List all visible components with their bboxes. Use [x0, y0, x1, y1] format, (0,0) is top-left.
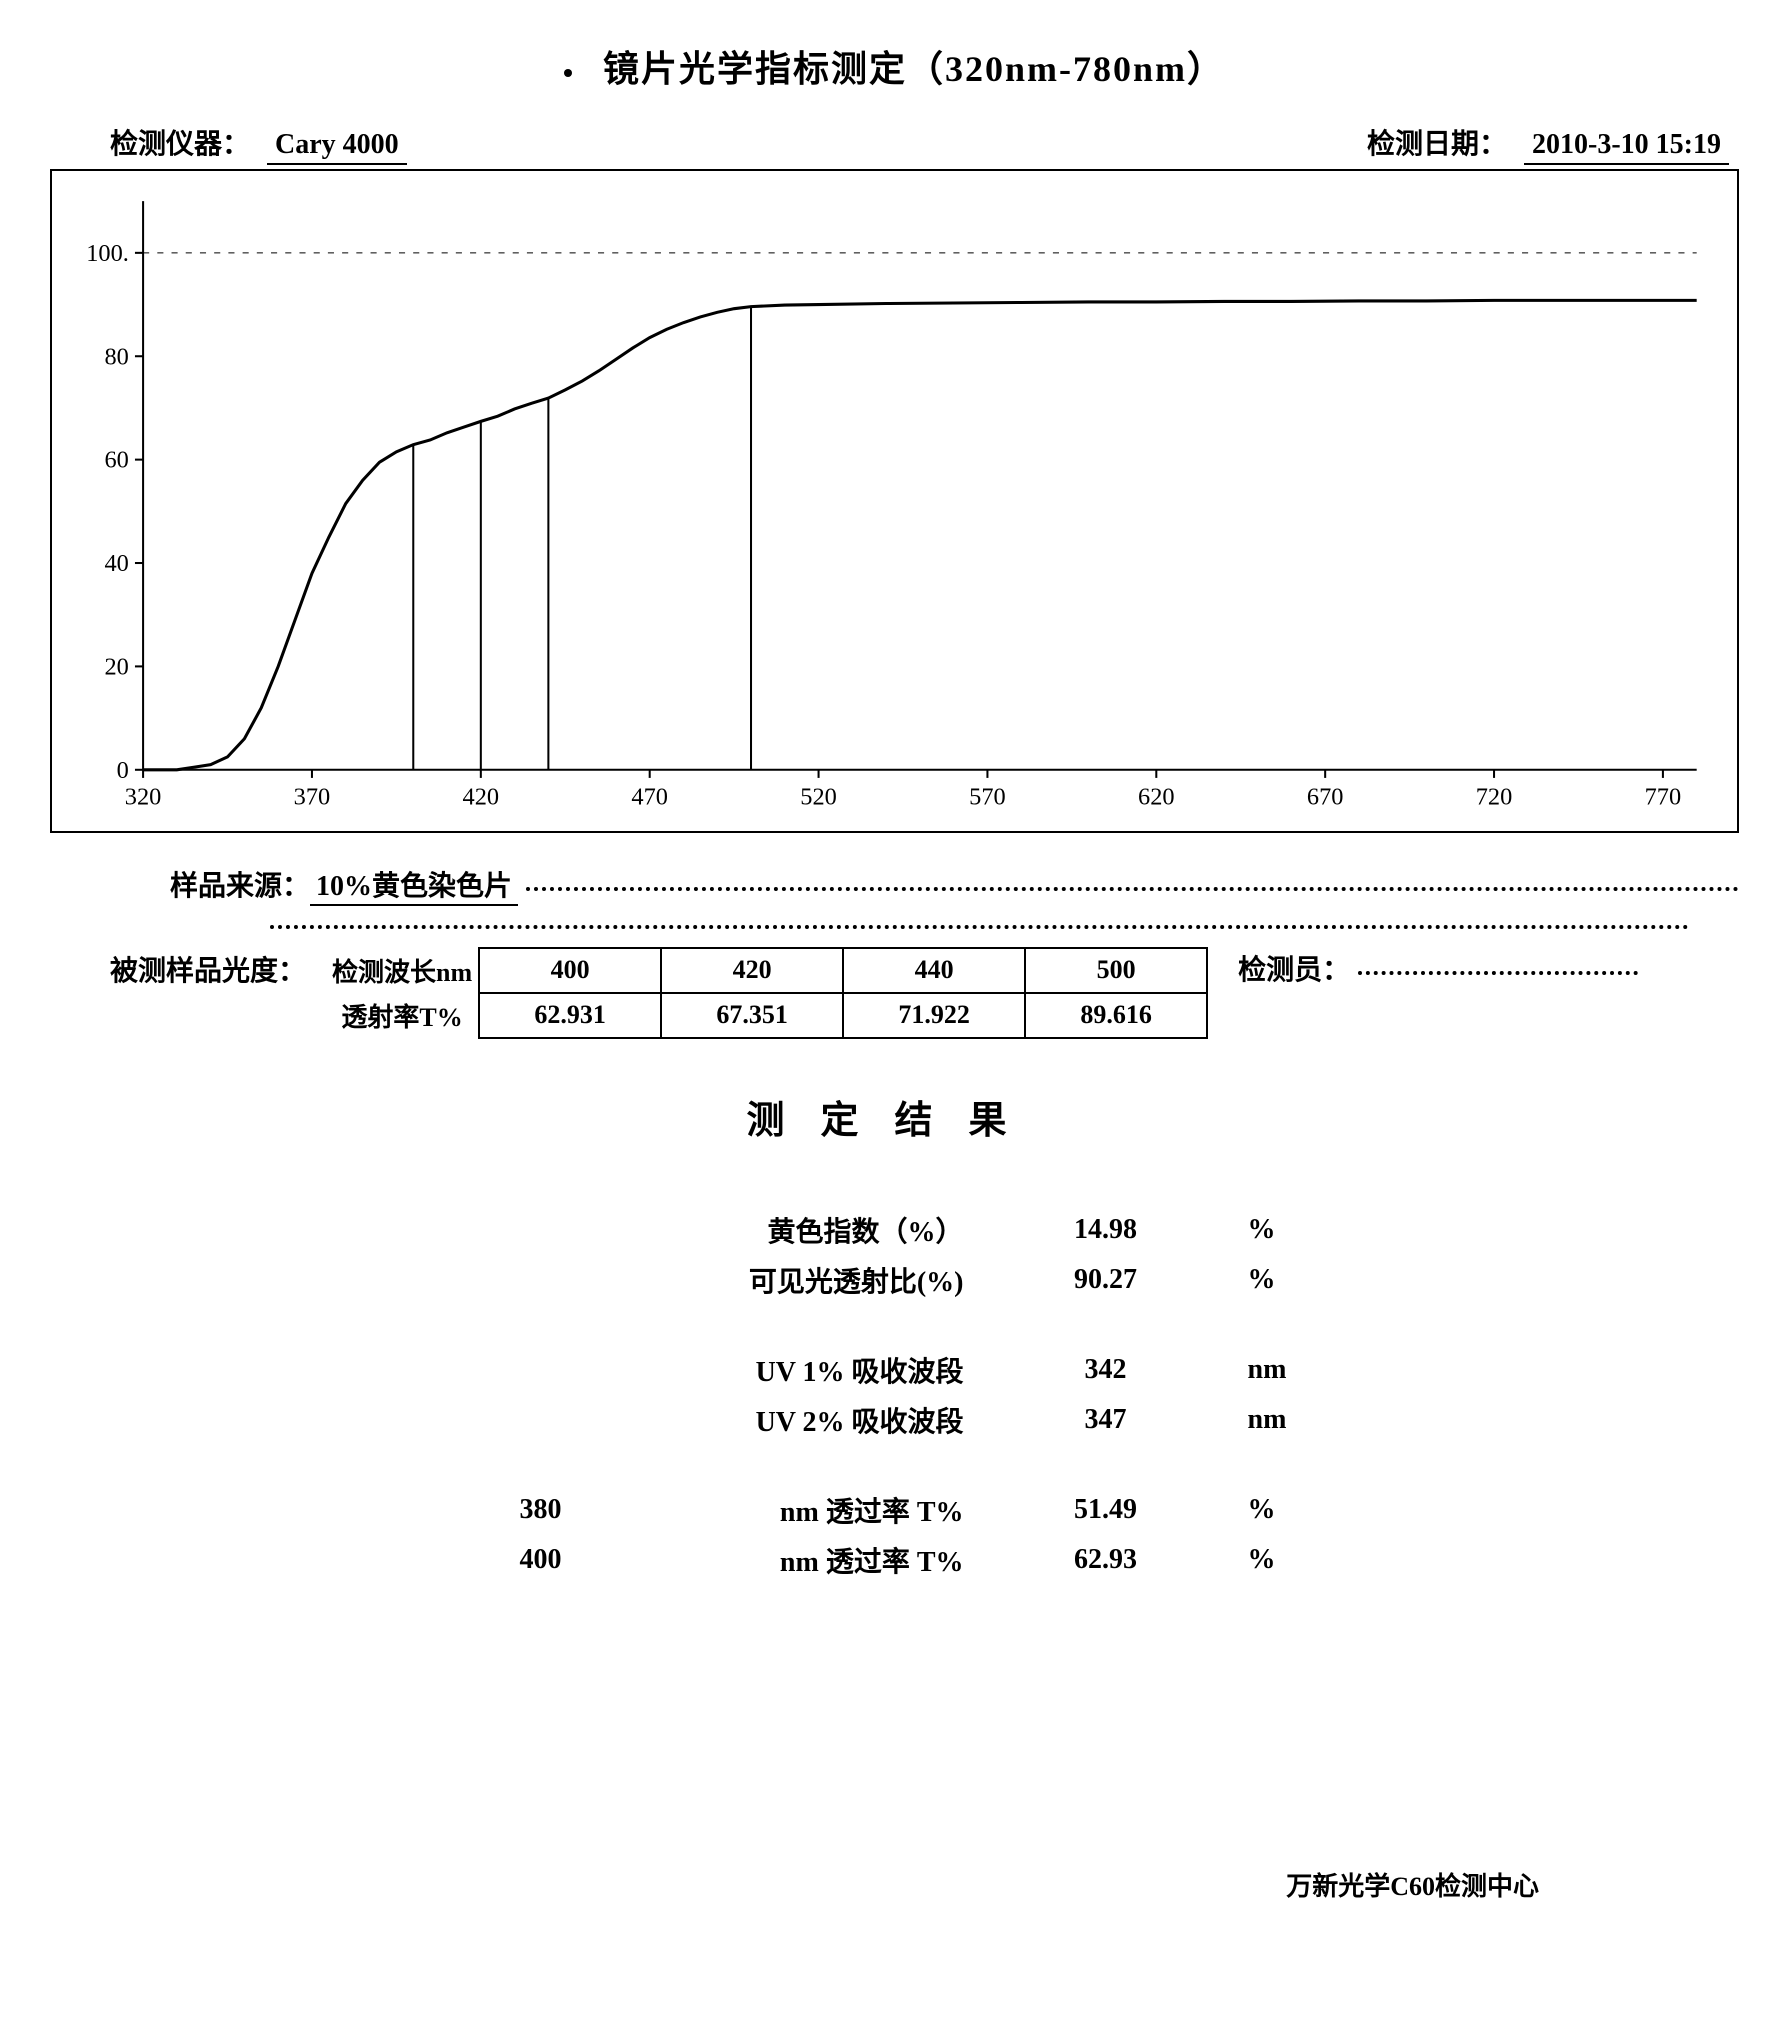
- instrument-block: 检测仪器： Cary 4000: [110, 122, 407, 165]
- svg-text:320: 320: [125, 783, 162, 810]
- instrument-value: Cary 4000: [267, 129, 407, 165]
- results-table: 黄色指数（%）14.98%可见光透射比(%)90.27%UV 1% 吸收波段34…: [430, 1204, 1360, 1586]
- svg-text:100.: 100.: [86, 240, 129, 267]
- sample-source-value: 10%黄色染色片: [310, 864, 518, 906]
- result-row: 380nm 透过率 T%51.49%: [432, 1486, 1358, 1534]
- page-title: 镜片光学指标测定（320nm-780nm）: [50, 40, 1739, 92]
- row-header: 透射率T%: [302, 993, 479, 1038]
- sample-source-label: 样品来源：: [170, 864, 310, 904]
- sample-source-row: 样品来源： 10%黄色染色片: [50, 863, 1739, 906]
- table-cell: 67.351: [661, 993, 843, 1038]
- meta-row: 检测仪器： Cary 4000 检测日期： 2010-3-10 15:19: [50, 122, 1739, 169]
- result-prefix: [432, 1396, 592, 1444]
- result-prefix: [432, 1256, 592, 1304]
- result-row: 黄色指数（%）14.98%: [432, 1206, 1358, 1254]
- instrument-label: 检测仪器：: [110, 129, 250, 160]
- svg-text:80: 80: [105, 343, 129, 370]
- result-row: UV 1% 吸收波段342nm: [432, 1346, 1358, 1394]
- result-label: nm 透过率 T%: [594, 1486, 994, 1534]
- dotted-line: [270, 924, 1689, 929]
- result-value: 62.93: [996, 1536, 1216, 1584]
- result-value: 347: [996, 1396, 1216, 1444]
- result-unit: nm: [1218, 1346, 1358, 1394]
- result-value: 342: [996, 1346, 1216, 1394]
- svg-text:60: 60: [105, 447, 129, 474]
- transmittance-table: 检测波长nm 400 420 440 500 透射率T% 62.931 67.3…: [302, 947, 1208, 1039]
- result-value: 51.49: [996, 1486, 1216, 1534]
- result-label: UV 2% 吸收波段: [594, 1396, 994, 1444]
- result-label: 可见光透射比(%): [594, 1256, 994, 1304]
- result-unit: %: [1218, 1486, 1358, 1534]
- svg-text:470: 470: [631, 783, 668, 810]
- chart-container: 0 20 40 60 80 100. 320 370 420 470 520 570 620 670 720…: [50, 169, 1739, 833]
- table-cell: 400: [479, 948, 661, 993]
- result-unit: %: [1218, 1256, 1358, 1304]
- result-label: UV 1% 吸收波段: [594, 1346, 994, 1394]
- svg-text:570: 570: [969, 783, 1006, 810]
- svg-text:720: 720: [1476, 783, 1513, 810]
- result-unit: nm: [1218, 1396, 1358, 1444]
- result-row: UV 2% 吸收波段347nm: [432, 1396, 1358, 1444]
- table-cell: 500: [1025, 948, 1207, 993]
- dotted-line: [1358, 943, 1638, 975]
- svg-text:370: 370: [294, 783, 331, 810]
- table-cell: 440: [843, 948, 1025, 993]
- date-block: 检测日期： 2010-3-10 15:19: [1367, 122, 1729, 165]
- result-value: 90.27: [996, 1256, 1216, 1304]
- result-label: 黄色指数（%）: [594, 1206, 994, 1254]
- svg-text:420: 420: [463, 783, 500, 810]
- transmittance-chart: 0 20 40 60 80 100. 320 370 420 470 520 570 620 670 720…: [72, 191, 1717, 821]
- svg-text:0: 0: [117, 757, 129, 784]
- result-prefix: [432, 1346, 592, 1394]
- footer-text: 万新光学C60检测中心: [50, 1866, 1739, 1903]
- table-cell: 89.616: [1025, 993, 1207, 1038]
- table-cell: 62.931: [479, 993, 661, 1038]
- result-label: nm 透过率 T%: [594, 1536, 994, 1584]
- table-row: 检测波长nm 400 420 440 500: [302, 948, 1207, 993]
- svg-text:670: 670: [1307, 783, 1344, 810]
- svg-text:20: 20: [105, 654, 129, 681]
- sample-degree-label: 被测样品光度：: [110, 947, 306, 989]
- inspector-block: 检测员：: [1238, 947, 1638, 988]
- result-value: 14.98: [996, 1206, 1216, 1254]
- row-header: 检测波长nm: [302, 948, 479, 993]
- result-prefix: 380: [432, 1486, 592, 1534]
- result-unit: %: [1218, 1206, 1358, 1254]
- date-label: 检测日期：: [1367, 129, 1507, 160]
- bullet-icon: [564, 69, 572, 77]
- dotted-line: [526, 859, 1739, 891]
- inspector-label: 检测员：: [1238, 948, 1350, 988]
- sample-degree-row: 被测样品光度： 检测波长nm 400 420 440 500 透射率T% 62.…: [50, 947, 1739, 1039]
- date-value: 2010-3-10 15:19: [1524, 129, 1729, 165]
- results-title: 测定结果: [50, 1089, 1739, 1144]
- result-row: 可见光透射比(%)90.27%: [432, 1256, 1358, 1304]
- title-text: 镜片光学指标测定（320nm-780nm）: [603, 49, 1225, 89]
- result-row: 400nm 透过率 T%62.93%: [432, 1536, 1358, 1584]
- result-unit: %: [1218, 1536, 1358, 1584]
- svg-text:520: 520: [800, 783, 837, 810]
- svg-text:620: 620: [1138, 783, 1175, 810]
- svg-text:40: 40: [105, 550, 129, 577]
- table-cell: 420: [661, 948, 843, 993]
- table-cell: 71.922: [843, 993, 1025, 1038]
- result-prefix: 400: [432, 1536, 592, 1584]
- svg-text:770: 770: [1645, 783, 1682, 810]
- table-row: 透射率T% 62.931 67.351 71.922 89.616: [302, 993, 1207, 1038]
- result-prefix: [432, 1206, 592, 1254]
